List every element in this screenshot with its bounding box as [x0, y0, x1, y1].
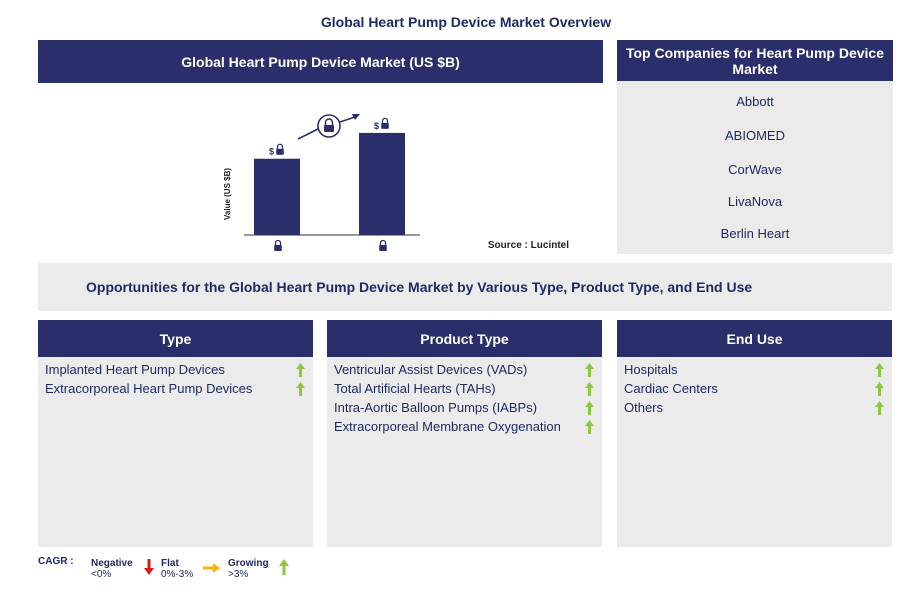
segment-item: Total Artificial Hearts (TAHs) [327, 380, 602, 399]
segment-item-label: Intra-Aortic Balloon Pumps (IABPs) [334, 400, 538, 415]
legend-growing-label: Growing [228, 558, 269, 569]
segment-item-label: Total Artificial Hearts (TAHs) [334, 381, 496, 396]
legend-flat-label: Flat [161, 558, 179, 569]
growing-arrow-icon [585, 401, 594, 419]
segment-end-use: End Use Hospitals Cardiac Centers Others [617, 320, 892, 547]
market-chart: $ $ Value (US $B) Source : Lucintel [38, 83, 603, 258]
lock-icon [276, 143, 284, 155]
segment-item-label: Implanted Heart Pump Devices [45, 362, 225, 377]
company-item: Abbott [736, 94, 774, 109]
opportunities-banner: Opportunities for the Global Heart Pump … [38, 263, 892, 311]
page-title: Global Heart Pump Device Market Overview [320, 14, 612, 30]
company-item: CorWave [728, 162, 782, 177]
legend-growing-range: >3% [228, 569, 249, 580]
segment-item-label: Hospitals [624, 362, 678, 377]
companies-header: Top Companies for Heart Pump Device Mark… [617, 40, 893, 81]
growing-arrow-icon [585, 420, 594, 438]
segment-header: Type [38, 320, 313, 357]
legend-flat-range: 0%-3% [161, 569, 194, 580]
up-arrow-icon [279, 559, 289, 578]
lock-icon [274, 239, 282, 251]
legend-negative-range: <0% [91, 569, 112, 580]
companies-list: Abbott ABIOMED CorWave LivaNova Berlin H… [617, 81, 893, 254]
lock-icon [379, 239, 387, 251]
company-item: Berlin Heart [720, 226, 790, 241]
growing-arrow-icon [875, 363, 884, 381]
growing-arrow-icon [296, 382, 305, 400]
growth-lock-icon [317, 114, 341, 138]
growing-arrow-icon [875, 401, 884, 419]
segment-item-label: Extracorporeal Heart Pump Devices [45, 381, 253, 396]
segment-header: End Use [617, 320, 892, 357]
growth-arrow [297, 114, 360, 140]
segment-type: Type Implanted Heart Pump Devices Extrac… [38, 320, 313, 547]
company-item: ABIOMED [725, 128, 785, 143]
value-label-dollar: $ [269, 147, 274, 157]
segment-item: Extracorporeal Membrane Oxygenation [327, 418, 602, 437]
segment-product-type: Product Type Ventricular Assist Devices … [327, 320, 602, 547]
segment-item: Ventricular Assist Devices (VADs) [327, 361, 602, 380]
segment-item: Cardiac Centers [617, 380, 892, 399]
segment-item: Intra-Aortic Balloon Pumps (IABPs) [327, 399, 602, 418]
market-chart-svg: $ $ Value (US $B) Source : Lucintel [223, 114, 569, 251]
segment-item-label: Ventricular Assist Devices (VADs) [334, 362, 528, 377]
right-arrow-icon [203, 563, 220, 576]
value-label-dollar: $ [374, 121, 379, 131]
legend-negative-label: Negative [91, 558, 133, 569]
y-axis-label: Value (US $B) [223, 168, 232, 220]
bar-0 [254, 158, 300, 235]
segment-item-label: Extracorporeal Membrane Oxygenation [334, 419, 561, 434]
segment-item: Others [617, 399, 892, 418]
company-item: LivaNova [727, 194, 783, 209]
down-arrow-icon [144, 559, 154, 578]
segment-item-label: Others [624, 400, 664, 415]
segment-item: Extracorporeal Heart Pump Devices [38, 380, 313, 399]
growing-arrow-icon [296, 363, 305, 381]
growing-arrow-icon [585, 363, 594, 381]
bar-1 [359, 132, 405, 235]
segment-header: Product Type [327, 320, 602, 357]
cagr-legend: CAGR : Negative <0% Flat 0%-3% Growing >… [38, 556, 338, 586]
segment-item: Implanted Heart Pump Devices [38, 361, 313, 380]
growing-arrow-icon [585, 382, 594, 400]
source-text: Source : Lucintel [488, 240, 569, 251]
lock-icon [381, 117, 389, 129]
cagr-label: CAGR : [38, 556, 74, 567]
segment-item-label: Cardiac Centers [624, 381, 718, 396]
chart-header: Global Heart Pump Device Market (US $B) [38, 40, 603, 83]
growing-arrow-icon [875, 382, 884, 400]
segment-item: Hospitals [617, 361, 892, 380]
